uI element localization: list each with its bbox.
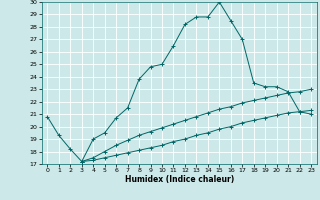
X-axis label: Humidex (Indice chaleur): Humidex (Indice chaleur) (124, 175, 234, 184)
